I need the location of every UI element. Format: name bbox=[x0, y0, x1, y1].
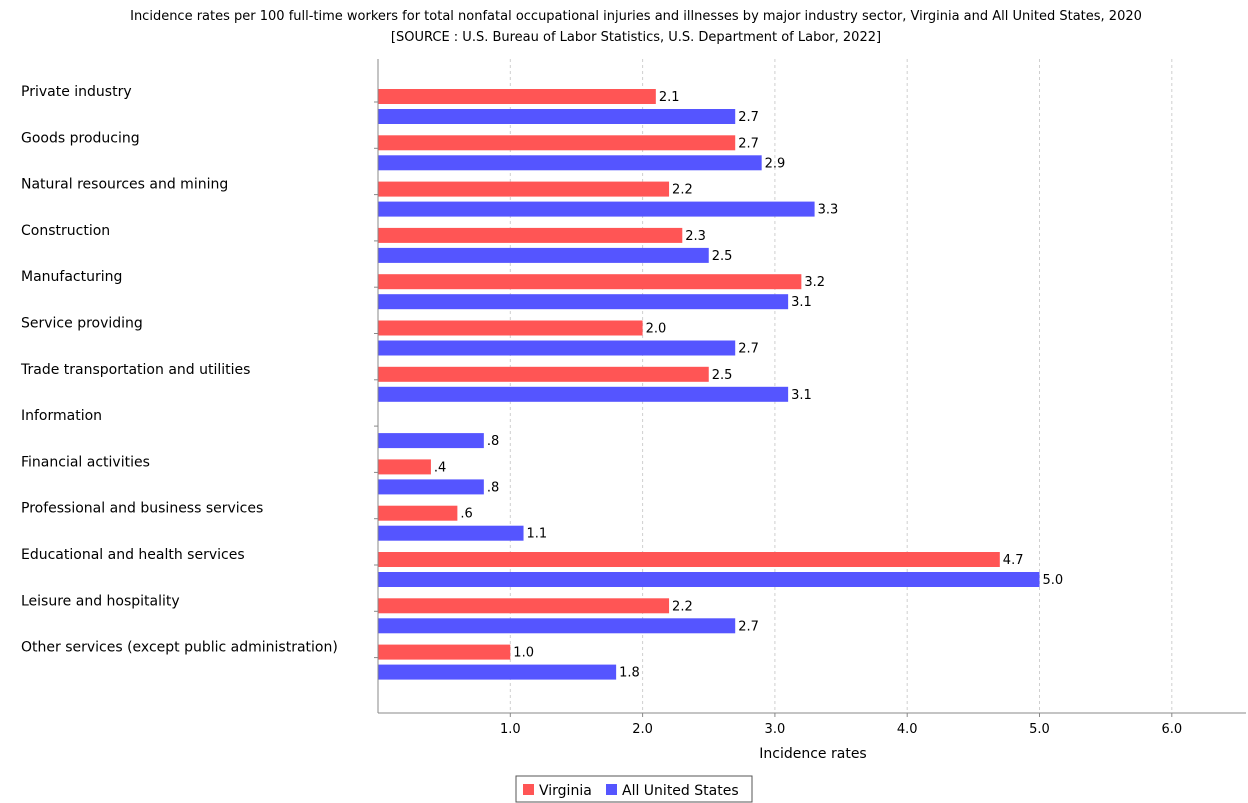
x-tick-label: 6.0 bbox=[1161, 722, 1182, 737]
x-tick-label: 1.0 bbox=[500, 722, 521, 737]
bar-virginia-service-providing bbox=[378, 320, 643, 336]
value-label-all-united-states-other-services-except-public-administration: 1.8 bbox=[619, 666, 640, 681]
legend: Virginia All United States bbox=[515, 775, 753, 803]
category-label-trade-transportation-and-utilities: Trade transportation and utilities bbox=[20, 362, 250, 378]
bar-all-united-states-trade-transportation-and-utilities bbox=[378, 386, 789, 402]
value-label-all-united-states-natural-resources-and-mining: 3.3 bbox=[818, 203, 839, 218]
bar-all-united-states-private-industry bbox=[378, 109, 736, 124]
category-label-service-providing: Service providing bbox=[21, 316, 143, 332]
chart-title: Incidence rates per 100 full-time worker… bbox=[130, 9, 1142, 24]
bar-virginia-construction bbox=[378, 227, 683, 243]
category-label-information: Information bbox=[21, 408, 102, 424]
value-label-virginia-construction: 2.3 bbox=[685, 229, 706, 244]
value-label-virginia-natural-resources-and-mining: 2.2 bbox=[672, 183, 693, 198]
bar-all-united-states-educational-and-health-services bbox=[378, 572, 1040, 587]
value-label-virginia-manufacturing: 3.2 bbox=[804, 275, 825, 290]
value-label-all-united-states-goods-producing: 2.9 bbox=[765, 156, 786, 171]
category-label-goods-producing: Goods producing bbox=[21, 130, 140, 146]
category-label-construction: Construction bbox=[21, 223, 110, 239]
value-label-all-united-states-information: .8 bbox=[487, 434, 499, 449]
value-label-virginia-trade-transportation-and-utilities: 2.5 bbox=[712, 368, 733, 383]
value-label-all-united-states-trade-transportation-and-utilities: 3.1 bbox=[791, 388, 812, 403]
bar-virginia-educational-and-health-services bbox=[378, 552, 1000, 567]
category-label-educational-and-health-services: Educational and health services bbox=[21, 547, 245, 563]
value-label-all-united-states-financial-activities: .8 bbox=[487, 480, 499, 495]
value-label-virginia-leisure-and-hospitality: 2.2 bbox=[672, 599, 693, 614]
x-tick-label: 2.0 bbox=[632, 722, 653, 737]
bar-all-united-states-service-providing bbox=[378, 340, 736, 356]
value-label-virginia-goods-producing: 2.7 bbox=[738, 136, 759, 151]
category-label-natural-resources-and-mining: Natural resources and mining bbox=[21, 177, 228, 193]
category-label-financial-activities: Financial activities bbox=[21, 454, 150, 470]
value-label-all-united-states-educational-and-health-services: 5.0 bbox=[1043, 573, 1064, 588]
axes bbox=[374, 59, 1246, 714]
bar-all-united-states-leisure-and-hospitality bbox=[378, 618, 736, 634]
category-label-manufacturing: Manufacturing bbox=[21, 269, 122, 285]
legend-box bbox=[515, 775, 753, 803]
bar-virginia-natural-resources-and-mining bbox=[378, 181, 670, 197]
bar-virginia-manufacturing bbox=[378, 274, 802, 290]
legend-swatch-virginia bbox=[523, 784, 534, 795]
legend-swatch-all-united-states bbox=[606, 784, 617, 795]
value-label-virginia-service-providing: 2.0 bbox=[646, 322, 667, 337]
x-tick-label: 5.0 bbox=[1029, 722, 1050, 737]
legend-label-virginia: Virginia bbox=[539, 783, 592, 799]
bar-all-united-states-natural-resources-and-mining bbox=[378, 201, 815, 217]
value-labels: 2.1 2.7 2.7 2.9 2.2 3.3 2.3 2.5 3.2 3.1 2.0 2.7 2.5 3… bbox=[434, 90, 1063, 681]
value-label-virginia-private-industry: 2.1 bbox=[659, 90, 680, 105]
value-label-all-united-states-leisure-and-hospitality: 2.7 bbox=[738, 619, 759, 634]
value-label-all-united-states-service-providing: 2.7 bbox=[738, 342, 759, 357]
bar-virginia-trade-transportation-and-utilities bbox=[378, 366, 709, 382]
bar-virginia-leisure-and-hospitality bbox=[378, 598, 670, 614]
chart-subtitle: [SOURCE : U.S. Bureau of Labor Statistic… bbox=[391, 30, 881, 45]
value-label-all-united-states-private-industry: 2.7 bbox=[738, 110, 759, 125]
bars bbox=[378, 89, 1040, 680]
bar-all-united-states-construction bbox=[378, 247, 709, 263]
bar-virginia-private-industry bbox=[378, 89, 656, 104]
value-label-all-united-states-professional-and-business-services: 1.1 bbox=[527, 527, 548, 542]
category-label-professional-and-business-services: Professional and business services bbox=[21, 501, 263, 517]
value-label-virginia-professional-and-business-services: .6 bbox=[460, 507, 472, 522]
category-label-other-services-except-public-administration: Other services (except public administra… bbox=[21, 640, 338, 656]
value-label-all-united-states-manufacturing: 3.1 bbox=[791, 295, 812, 310]
value-label-virginia-educational-and-health-services: 4.7 bbox=[1003, 553, 1024, 568]
bar-all-united-states-professional-and-business-services bbox=[378, 525, 524, 541]
category-label-private-industry: Private industry bbox=[21, 84, 132, 100]
x-ticks: 1.0 2.0 3.0 4.0 5.0 6.0 bbox=[500, 713, 1182, 737]
x-axis-label: Incidence rates bbox=[759, 746, 866, 762]
x-tick-label: 4.0 bbox=[897, 722, 918, 737]
bar-all-united-states-information bbox=[378, 433, 484, 449]
value-label-virginia-other-services-except-public-administration: 1.0 bbox=[513, 646, 534, 661]
category-labels: Private industry Goods producing Natural r… bbox=[20, 84, 338, 656]
bar-all-united-states-other-services-except-public-administration bbox=[378, 664, 617, 680]
bar-virginia-professional-and-business-services bbox=[378, 505, 458, 521]
bar-virginia-financial-activities bbox=[378, 459, 431, 475]
value-label-all-united-states-construction: 2.5 bbox=[712, 249, 733, 264]
value-label-virginia-financial-activities: .4 bbox=[434, 460, 446, 475]
bar-virginia-goods-producing bbox=[378, 135, 736, 151]
legend-label-all-united-states: All United States bbox=[622, 783, 739, 799]
bar-all-united-states-financial-activities bbox=[378, 479, 484, 495]
bar-virginia-other-services-except-public-administration bbox=[378, 644, 511, 660]
x-tick-label: 3.0 bbox=[765, 722, 786, 737]
bar-all-united-states-goods-producing bbox=[378, 155, 762, 171]
bar-all-united-states-manufacturing bbox=[378, 294, 789, 310]
category-label-leisure-and-hospitality: Leisure and hospitality bbox=[21, 593, 180, 609]
